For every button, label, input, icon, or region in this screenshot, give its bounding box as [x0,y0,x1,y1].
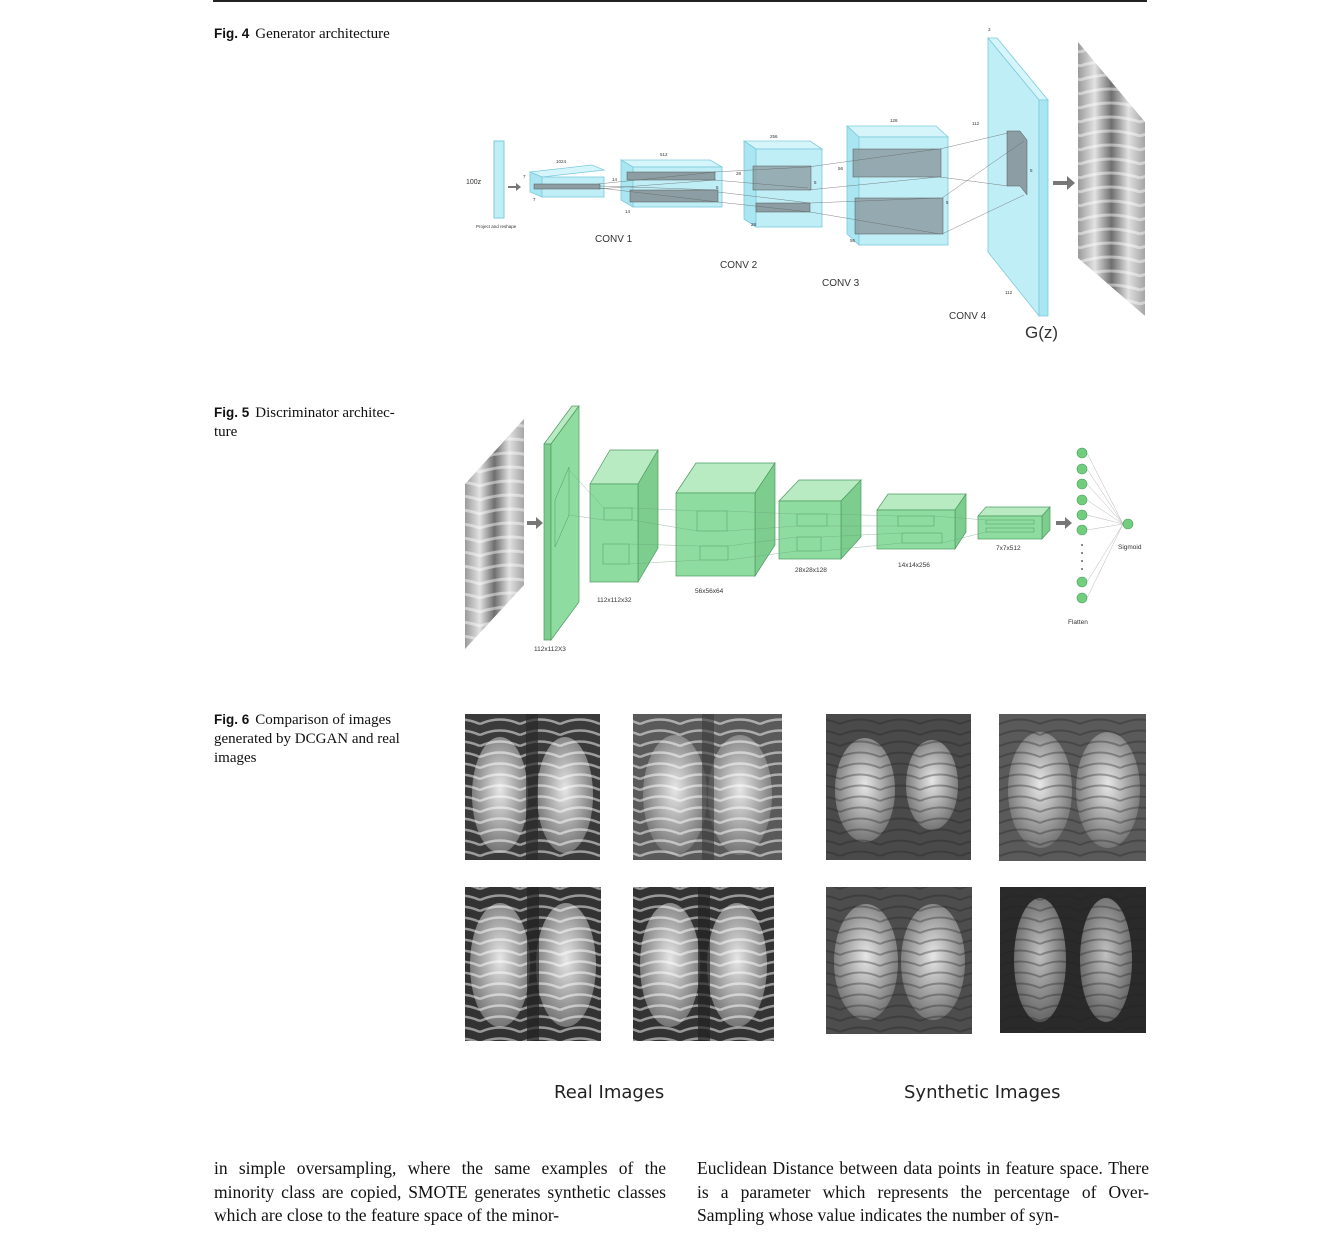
input-xray-image [465,419,524,649]
disc-block-5 [977,506,1051,540]
c2-size2: 14 [625,209,631,214]
sigmoid-label: Sigmoid [1118,544,1142,551]
c3-size: 28 [736,171,742,176]
fig6-caption: Fig. 6 Comparison of images generated by … [214,710,414,768]
arrow-icon [1053,176,1075,190]
output-plane [987,36,1049,318]
sigmoid-node [1122,518,1134,530]
conv2-label: CONV 2 [720,260,758,271]
out-size: 112 [972,121,980,126]
c1-c2-connections [597,171,719,203]
top-rule [213,0,1147,2]
synthetic-xray-3 [826,887,972,1034]
fig4-number: Fig. 4 [214,26,250,41]
fig6-text: Comparison of images generated by DCGAN … [214,712,400,766]
c2-depth: 512 [660,152,668,157]
arrow-icon [527,517,543,529]
c4-size2: 56 [850,238,856,243]
d-layer-label-0: 112x112X3 [534,646,566,653]
c2-size: 14 [612,177,618,182]
disc-block-2 [675,461,776,578]
xray-comparison-grid [465,714,1146,1041]
fig4-caption: Fig. 4 Generator architecture [214,24,414,44]
body-column-1: in simple oversampling, where the same e… [214,1158,666,1225]
disc-connections [568,469,987,565]
fig6-number: Fig. 6 [214,712,250,727]
arrow-icon [1056,517,1072,529]
real-xray-2 [633,714,782,860]
fig4-text: Generator architecture [255,26,390,42]
d-layer-label-1: 112x112x32 [597,597,632,604]
conv3-block [742,140,824,228]
c4-out-connections [939,132,1025,235]
conv4-label: CONV 4 [949,311,987,322]
fig5-text: Discriminator architec- ture [214,405,395,440]
out-depth: 3 [988,27,991,32]
c3-size2: 28 [751,222,757,227]
out-k: 5 [1030,168,1033,173]
conv1-label: CONV 1 [595,234,633,245]
ellipsis-dots [1081,544,1083,570]
c2-k: 5 [716,185,719,190]
synthetic-images-label: Synthetic Images [904,1082,1061,1103]
input-plane [543,404,580,642]
disc-block-4 [876,492,967,551]
generator-diagram: 100z Project and reshape 1024 7 7 CONV 1… [466,27,1145,342]
c4-depth: 128 [890,118,898,123]
conv4-block [845,125,950,246]
d-layer-label-3: 28x28x128 [795,567,827,574]
c4-k: 5 [946,200,949,205]
c3-c4-connections [807,148,941,235]
body-column-2: Euclidean Distance between data points i… [697,1158,1149,1225]
c3-depth: 256 [770,134,778,139]
c1-size: 7 [523,174,526,179]
disc-block-3 [778,479,862,560]
d-layer-label-5: 7x7x512 [996,545,1021,552]
real-xray-1 [465,714,600,860]
discriminator-diagram: 112x112X3 112x112x32 56x56x64 28x28x128 … [465,404,1142,653]
input-label: 100z [466,179,482,186]
fig5-number: Fig. 5 [214,405,250,420]
c4-size: 56 [838,166,844,171]
generated-xray-image [1078,42,1145,316]
conv3-label: CONV 3 [822,278,860,289]
c2-c3-connections [713,166,811,213]
synthetic-xray-4 [1000,887,1146,1033]
input-vector [493,140,505,219]
c1-depth: 1024 [556,159,567,164]
conv1-block [528,164,606,198]
dense-connections [1086,452,1124,599]
d-layer-label-4: 14x14x256 [898,562,930,569]
c3-k: 5 [814,180,817,185]
synthetic-xray-1 [826,714,971,860]
real-xray-4 [633,887,774,1041]
real-xray-3 [465,887,601,1041]
real-images-label: Real Images [554,1082,665,1103]
disc-block-1 [589,448,659,584]
out-size2: 112 [1005,290,1013,295]
c1-size2: 7 [533,197,536,202]
flatten-label: Flatten [1068,619,1088,626]
fig5-caption: Fig. 5 Discriminator architec- ture [214,403,414,442]
synthetic-xray-2 [999,714,1146,861]
project-label: Project and reshape [476,224,517,229]
arrow-icon [508,183,521,191]
output-label: G(z) [1025,323,1058,342]
d-layer-label-2: 56x56x64 [695,588,724,595]
